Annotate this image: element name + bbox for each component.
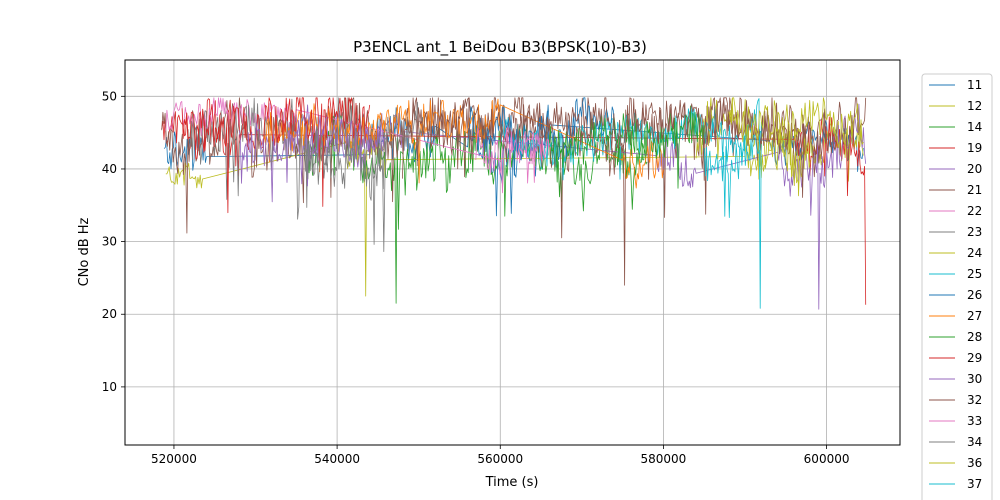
legend-label-41: 41 (967, 498, 982, 500)
legend-label-37: 37 (967, 477, 982, 491)
legend-label-22: 22 (967, 204, 982, 218)
legend-label-34: 34 (967, 435, 982, 449)
y-tick-label: 40 (102, 162, 117, 176)
legend-label-11: 11 (967, 78, 982, 92)
legend-label-21: 21 (967, 183, 982, 197)
series-line-30 (238, 115, 387, 203)
series-line-32 (402, 97, 827, 198)
series-line-27 (263, 98, 664, 189)
legend-label-28: 28 (967, 330, 982, 344)
series-lines (161, 97, 867, 310)
x-axis-label: Time (s) (485, 475, 539, 490)
legend-label-33: 33 (967, 414, 982, 428)
series-line-33 (475, 127, 550, 183)
y-axis-ticks: 10 20 30 40 50 (102, 89, 125, 394)
y-tick-label: 10 (102, 380, 117, 394)
x-tick-label: 540000 (314, 452, 360, 466)
plot-frame (124, 59, 901, 446)
series-line-36 (728, 97, 864, 166)
legend-label-32: 32 (967, 393, 982, 407)
legend-label-27: 27 (967, 309, 982, 323)
legend-label-36: 36 (967, 456, 982, 470)
legend-label-26: 26 (967, 288, 982, 302)
legend-label-12: 12 (967, 99, 982, 113)
x-tick-label: 580000 (641, 452, 687, 466)
chart-title: P3ENCL ant_1 BeiDou B3(BPSK(10)-B3) (353, 38, 647, 57)
y-tick-label: 50 (102, 89, 117, 103)
legend-label-14: 14 (967, 120, 982, 134)
series-line-12 (165, 111, 864, 297)
legend-label-25: 25 (967, 267, 982, 281)
legend: 11 12 14 19 20 21 22 23 24 25 26 27 28 29 30 32 33 34 36 37… (921, 73, 993, 500)
x-tick-label: 600000 (804, 452, 850, 466)
series-line-34 (304, 128, 387, 252)
y-axis-label: CNo dB Hz (77, 217, 92, 286)
series-line-37 (703, 130, 762, 218)
legend-label-24: 24 (967, 246, 982, 260)
series-line-29 (181, 97, 371, 214)
series-line-25 (499, 98, 762, 309)
legend-label-20: 20 (967, 162, 982, 176)
x-tick-label: 560000 (477, 452, 523, 466)
legend-label-23: 23 (967, 225, 982, 239)
x-tick-label: 520000 (151, 452, 197, 466)
legend-label-19: 19 (967, 141, 982, 155)
legend-label-30: 30 (967, 372, 982, 386)
series-line-28 (548, 105, 705, 189)
legend-label-29: 29 (967, 351, 982, 365)
legend-frame (921, 73, 993, 500)
y-tick-label: 30 (102, 235, 117, 249)
x-axis-ticks: 520000 540000 560000 580000 600000 (151, 445, 849, 466)
series-line-11 (163, 104, 864, 217)
y-tick-label: 20 (102, 307, 117, 321)
